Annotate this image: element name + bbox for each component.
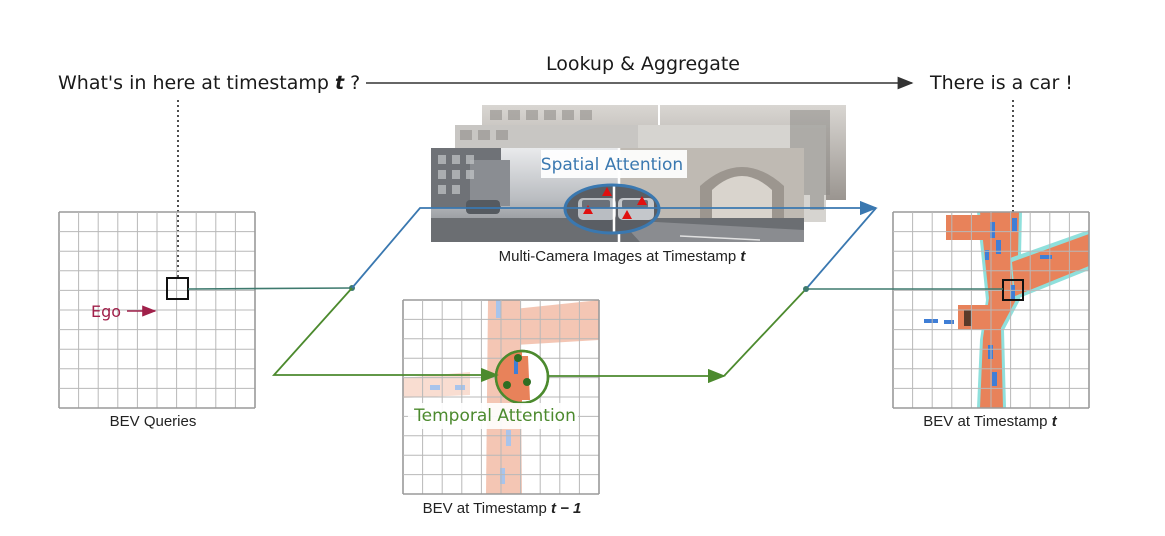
bev-prev-caption: BEV at Timestamp t − 1: [423, 500, 582, 517]
ego-label: Ego: [91, 302, 121, 321]
spatial-path: [351, 200, 878, 289]
query-cell-highlight: [166, 277, 189, 300]
camera-images: [431, 105, 846, 242]
camera-images-caption: Multi-Camera Images at Timestamp t: [499, 248, 747, 265]
lookup-aggregate-label: Lookup & Aggregate: [546, 53, 740, 75]
temporal-to-junction-line: [723, 288, 807, 377]
bev-current-caption: BEV at Timestamp t: [923, 413, 1057, 430]
answer-text: There is a car !: [929, 72, 1073, 94]
answer-cell-highlight: [1002, 279, 1024, 301]
query-to-junction-line: [187, 287, 353, 290]
temporal-attention-region: [494, 349, 550, 405]
spatial-attention-region: [563, 183, 661, 235]
question-text: What's in here at timestamp t ?: [58, 72, 360, 94]
bev-queries-caption: BEV Queries: [110, 413, 197, 430]
temporal-attention-label: Temporal Attention: [413, 406, 576, 426]
bev-current-grid: [892, 211, 1090, 409]
junction-to-spatial-line: [805, 207, 877, 290]
temporal-path-left: [271, 287, 499, 383]
spatial-attention-label: Spatial Attention: [541, 155, 683, 175]
bev-queries-grid: [58, 211, 256, 409]
